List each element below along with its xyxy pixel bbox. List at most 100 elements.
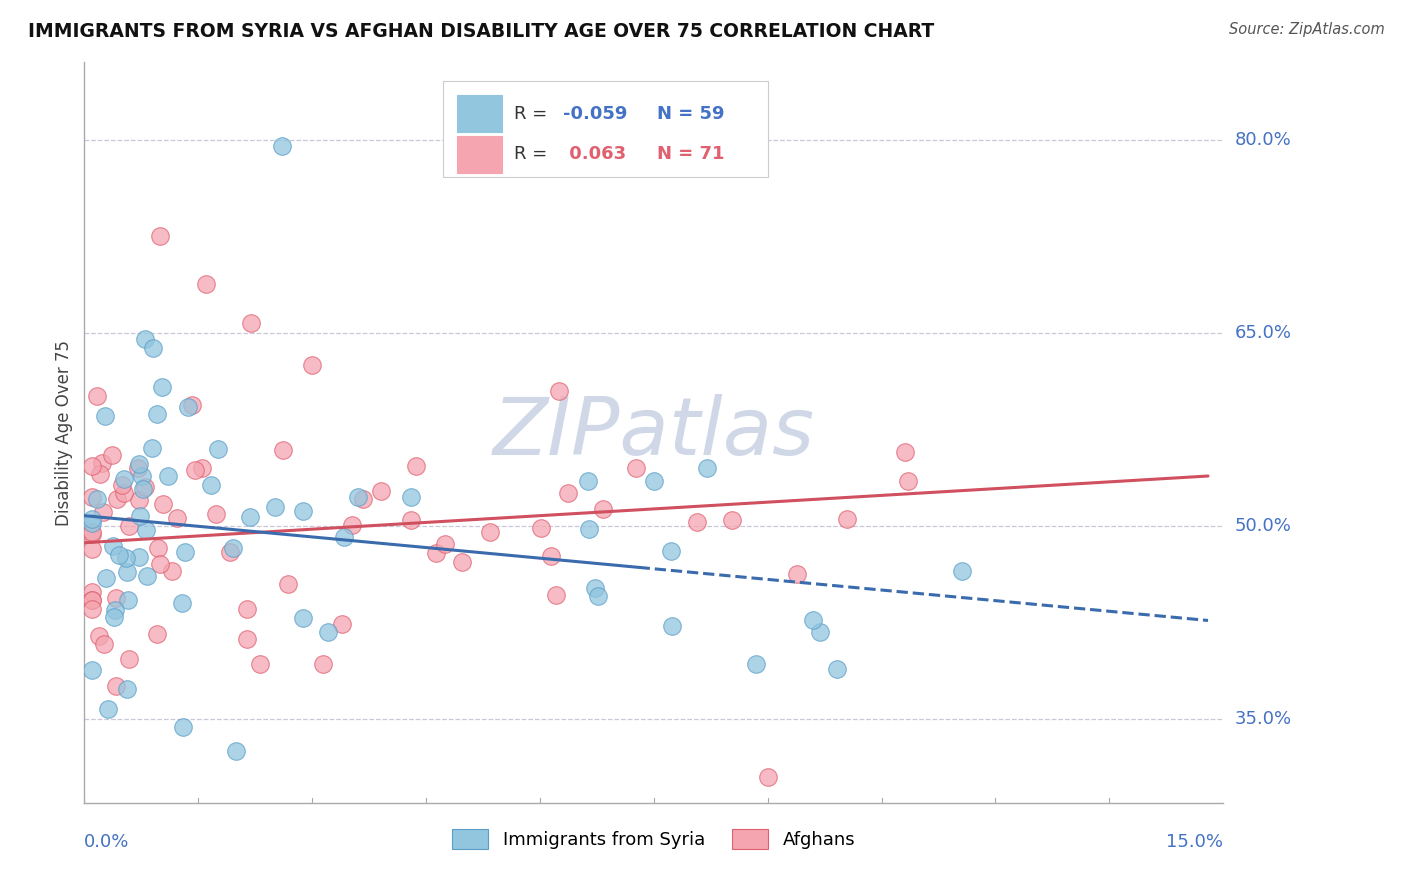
Point (80, 490, 103, 504)
Point (685, 516, 707, 530)
Point (149, 557, 172, 571)
Point (174, 544, 197, 558)
Point (950, 564, 973, 578)
Point (399, 512, 422, 526)
Point (93, 637, 115, 651)
Bar (457, 95, 502, 132)
Point (150, 380, 173, 394)
Point (586, 590, 609, 604)
Point (115, 565, 138, 579)
Text: IMMIGRANTS FROM SYRIA VS AFGHAN DISABILITY AGE OVER 75 CORRELATION CHART: IMMIGRANTS FROM SYRIA VS AFGHAN DISABILI… (28, 22, 935, 41)
Point (141, 441, 163, 455)
Point (896, 474, 918, 488)
Point (136, 568, 159, 582)
Point (80, 592, 103, 607)
Point (117, 592, 139, 607)
Point (128, 549, 150, 564)
Point (100, 448, 122, 462)
Point (105, 679, 128, 693)
Point (191, 460, 214, 475)
Point (101, 540, 124, 554)
Point (166, 511, 188, 525)
Point (264, 500, 287, 514)
Point (131, 469, 153, 483)
Point (89, 467, 111, 482)
Point (239, 509, 262, 524)
Point (112, 486, 135, 500)
Point (181, 398, 204, 412)
Point (434, 537, 457, 551)
Text: 35.0%: 35.0% (1234, 710, 1292, 728)
Point (132, 482, 155, 496)
Point (115, 682, 138, 697)
Point (548, 384, 571, 399)
Point (104, 603, 127, 617)
Text: 0.063: 0.063 (562, 145, 626, 163)
Point (576, 474, 599, 488)
Point (624, 461, 647, 475)
Point (146, 407, 169, 421)
Point (127, 460, 149, 475)
Point (236, 632, 259, 646)
Point (583, 581, 606, 595)
Point (142, 341, 165, 355)
Point (222, 541, 245, 555)
Text: N = 59: N = 59 (657, 104, 724, 122)
Text: Source: ZipAtlas.com: Source: ZipAtlas.com (1229, 22, 1385, 37)
Point (277, 576, 299, 591)
Point (96, 572, 118, 586)
Point (128, 492, 150, 507)
Point (207, 442, 229, 457)
Point (661, 618, 683, 632)
Point (134, 332, 156, 346)
Point (340, 518, 363, 533)
Point (540, 549, 562, 563)
Point (128, 458, 150, 472)
Point (80, 584, 103, 599)
Point (479, 525, 502, 540)
Text: ZIPatlas: ZIPatlas (492, 393, 815, 472)
Text: N = 71: N = 71 (657, 145, 724, 163)
Point (330, 617, 353, 632)
Point (236, 602, 259, 616)
Point (240, 316, 263, 330)
Point (825, 662, 848, 676)
Bar (457, 136, 502, 173)
Point (370, 484, 392, 499)
Point (172, 720, 194, 734)
Point (80, 541, 103, 556)
Point (659, 544, 682, 558)
Text: 0.0%: 0.0% (84, 833, 129, 851)
Point (578, 522, 600, 536)
Point (80, 663, 103, 677)
Point (425, 546, 447, 560)
Point (111, 477, 134, 491)
Point (271, 443, 294, 458)
Text: 50.0%: 50.0% (1234, 517, 1291, 535)
Point (129, 509, 152, 524)
Point (162, 565, 184, 579)
Legend: Immigrants from Syria, Afghans: Immigrants from Syria, Afghans (446, 822, 862, 856)
Point (177, 400, 200, 414)
Point (80, 512, 103, 526)
Point (134, 480, 156, 494)
Point (117, 652, 139, 666)
Point (225, 744, 247, 758)
Point (592, 502, 614, 516)
Point (312, 657, 335, 671)
Point (316, 625, 339, 640)
Point (86, 491, 108, 506)
Point (118, 519, 141, 533)
Point (146, 541, 169, 555)
Point (80, 524, 103, 539)
Point (80, 593, 103, 607)
Point (894, 445, 917, 459)
Point (291, 504, 314, 518)
Text: 80.0%: 80.0% (1234, 131, 1291, 149)
Y-axis label: Disability Age Over 75: Disability Age Over 75 (55, 340, 73, 525)
Point (149, 229, 172, 244)
Point (219, 545, 242, 559)
Point (183, 463, 205, 477)
Point (97, 701, 120, 715)
Text: 15.0%: 15.0% (1166, 833, 1223, 851)
